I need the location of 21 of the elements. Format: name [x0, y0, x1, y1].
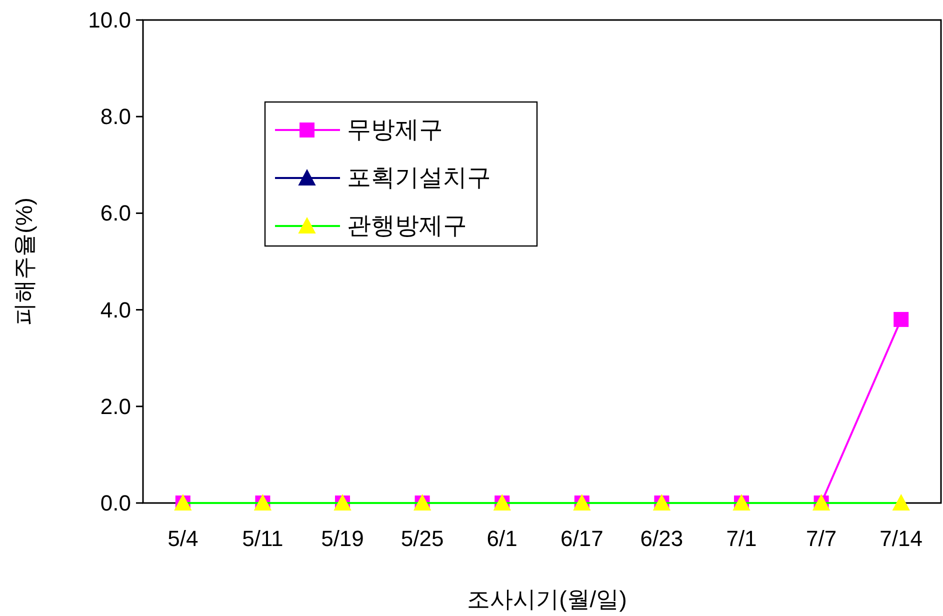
x-tick-label: 6/1 [486, 526, 518, 551]
legend-label: 포획기설치구 [347, 164, 491, 192]
x-tick-label: 5/19 [321, 526, 364, 551]
x-tick-label: 5/25 [400, 526, 444, 551]
y-tick-label: 4.0 [100, 297, 131, 322]
y-axis-title: 피해주율(%) [11, 198, 37, 326]
y-tick-label: 2.0 [100, 394, 131, 419]
x-tick-label: 5/4 [168, 526, 198, 551]
y-tick-label: 8.0 [100, 104, 131, 130]
legend-label: 무방제구 [347, 116, 443, 144]
legend-label: 관행방제구 [347, 212, 467, 240]
x-tick-label: 7/7 [806, 526, 837, 551]
y-tick-label: 6.0 [100, 200, 131, 226]
x-tick-label: 6/23 [640, 526, 684, 551]
x-tick-label: 5/11 [242, 526, 284, 551]
y-tick-label: 0.0 [100, 490, 131, 516]
x-tick-label: 6/17 [560, 526, 604, 551]
x-axis-title: 조사시기(월/일) [467, 586, 627, 612]
x-tick-label: 7/1 [726, 526, 757, 551]
y-tick-label: 10.0 [88, 8, 131, 32]
x-tick-label: 7/14 [880, 526, 923, 551]
